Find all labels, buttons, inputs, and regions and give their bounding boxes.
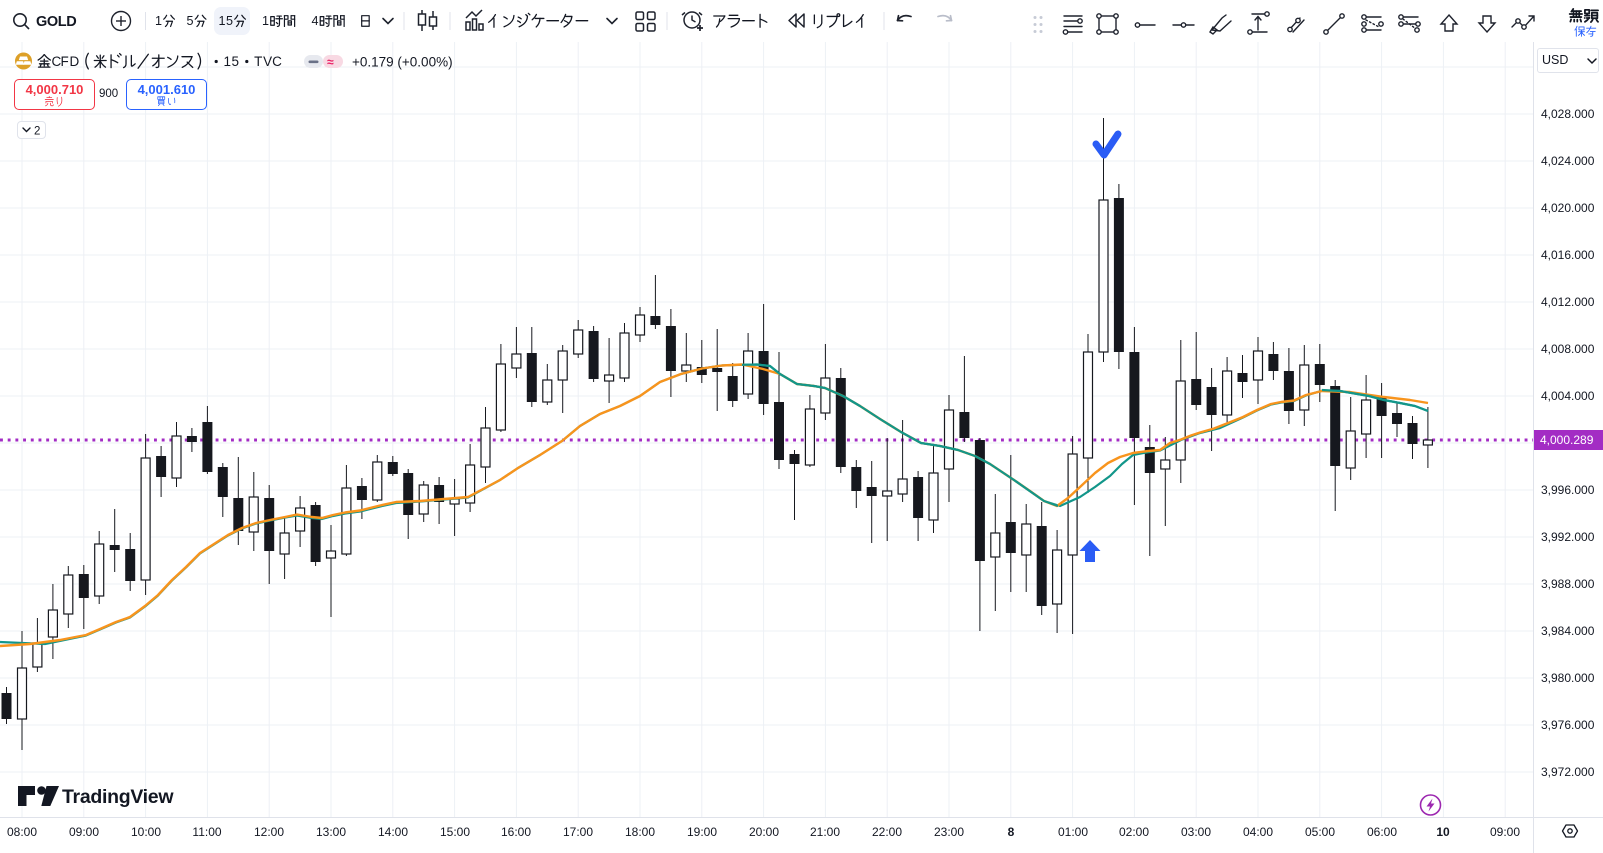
svg-text:TradingView: TradingView	[62, 786, 174, 808]
svg-text:V: V	[263, 54, 272, 69]
svg-text:D: D	[70, 54, 80, 69]
svg-text:5: 5	[226, 14, 233, 28]
svg-text:≈: ≈	[327, 55, 334, 69]
svg-text:5: 5	[232, 54, 240, 69]
svg-text:2: 2	[34, 126, 40, 138]
svg-text:C: C	[272, 54, 282, 69]
svg-text:1: 1	[219, 14, 226, 28]
svg-text:+0.179 (+0.00%): +0.179 (+0.00%)	[352, 55, 453, 70]
svg-text:5: 5	[187, 14, 194, 28]
svg-text:4: 4	[312, 14, 319, 28]
svg-text:GOLD: GOLD	[36, 14, 76, 30]
svg-text:C: C	[52, 54, 62, 69]
svg-text:1: 1	[155, 14, 162, 28]
svg-text:F: F	[61, 54, 69, 69]
svg-text:1: 1	[262, 14, 269, 28]
svg-text:1: 1	[224, 54, 232, 69]
svg-text:T: T	[254, 54, 262, 69]
